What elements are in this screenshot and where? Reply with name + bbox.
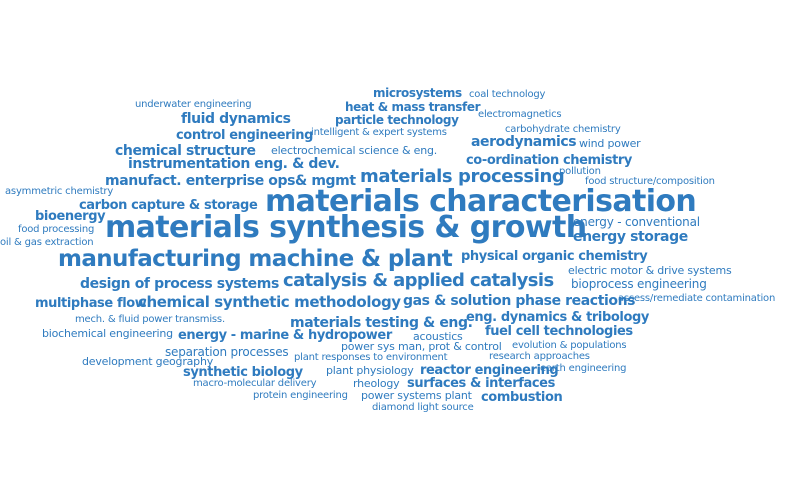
word-electrochemical-science: electrochemical science & eng.	[271, 144, 438, 157]
word-assess-remediate: assess/remediate contamination	[618, 293, 776, 304]
word-power-systems-plant: power systems plant	[361, 389, 472, 402]
word-energy-conventional: energy - conventional	[573, 215, 700, 229]
word-research-approaches: research approaches	[489, 351, 590, 362]
word-asymmetric-chemistry: asymmetric chemistry	[5, 186, 114, 197]
word-multiphase-flow: multiphase flow	[35, 296, 147, 311]
word-chemical-structure: chemical structure	[115, 143, 256, 159]
word-food-processing: food processing	[18, 224, 95, 235]
word-manufact-enterprise: manufact. enterprise ops& mgmt	[105, 173, 356, 189]
word-materials-processing: materials processing	[360, 166, 565, 187]
word-development-geography: development geography	[82, 355, 214, 368]
word-co-ordination-chemistry: co-ordination chemistry	[466, 153, 632, 168]
word-mech-fluid-power: mech. & fluid power transmiss.	[75, 314, 225, 325]
word-fluid-dynamics: fluid dynamics	[181, 111, 291, 127]
word-underwater-engineering: underwater engineering	[135, 99, 252, 110]
word-macro-molecular-delivery: macro-molecular delivery	[193, 378, 317, 389]
word-protein-engineering: protein engineering	[253, 390, 348, 401]
word-fuel-cell-technologies: fuel cell technologies	[485, 324, 633, 339]
word-evolution-populations: evolution & populations	[512, 340, 627, 351]
word-food-structure: food structure/composition	[585, 176, 715, 187]
word-catalysis: catalysis & applied catalysis	[283, 270, 554, 291]
word-combustion: combustion	[481, 390, 563, 405]
word-instrumentation-eng: instrumentation eng. & dev.	[128, 156, 340, 172]
word-design-of-process-systems: design of process systems	[80, 276, 279, 292]
word-wind-power: wind power	[579, 137, 641, 150]
word-bioenergy: bioenergy	[35, 209, 106, 224]
word-synthetic-biology: synthetic biology	[183, 365, 303, 380]
word-pollution: pollution	[559, 166, 601, 177]
word-diamond-light-source: diamond light source	[372, 402, 474, 413]
word-oil-gas-extraction: oil & gas extraction	[0, 237, 94, 248]
word-physical-organic-chemistry: physical organic chemistry	[461, 249, 648, 264]
word-bioprocess-engineering: bioprocess engineering	[571, 277, 707, 291]
word-control-engineering: control engineering	[176, 128, 313, 143]
word-plant-physiology: plant physiology	[326, 364, 414, 377]
word-rheology: rheology	[353, 377, 400, 390]
word-particle-technology: particle technology	[335, 113, 459, 127]
word-coal-technology: coal technology	[469, 89, 546, 100]
word-microsystems: microsystems	[373, 86, 462, 100]
word-aerodynamics: aerodynamics	[471, 134, 577, 150]
word-gas-solution-phase: gas & solution phase reactions	[403, 293, 636, 309]
word-acoustics: acoustics	[413, 330, 463, 343]
word-separation-processes: separation processes	[165, 345, 289, 359]
word-energy-storage: energy storage	[573, 229, 688, 245]
word-heat-mass-transfer: heat & mass transfer	[345, 100, 481, 114]
word-electromagnetics: electromagnetics	[478, 109, 562, 120]
word-power-sys-man: power sys man, prot & control	[341, 340, 502, 353]
word-earth-engineering: earth engineering	[540, 363, 627, 374]
word-chemical-synthetic-methodology: chemical synthetic methodology	[138, 293, 401, 311]
word-surfaces-interfaces: surfaces & interfaces	[407, 376, 555, 391]
word-materials-synthesis: materials synthesis & growth	[105, 210, 587, 245]
word-materials-testing: materials testing & eng.	[290, 315, 473, 331]
word-carbohydrate-chemistry: carbohydrate chemistry	[505, 124, 621, 135]
word-materials-characterisation: materials characterisation	[265, 184, 697, 219]
word-intelligent-expert-systems: intelligent & expert systems	[311, 127, 447, 138]
word-biochemical-engineering: biochemical engineering	[42, 327, 173, 340]
word-energy-marine: energy - marine & hydropower	[178, 328, 392, 343]
word-reactor-engineering: reactor engineering	[420, 363, 559, 378]
word-electric-motor: electric motor & drive systems	[568, 264, 732, 277]
word-carbon-capture: carbon capture & storage	[79, 198, 258, 213]
word-eng-dynamics: eng. dynamics & tribology	[466, 310, 649, 325]
word-plant-responses: plant responses to environment	[294, 352, 448, 363]
word-manufacturing-machine: manufacturing machine & plant	[58, 246, 453, 272]
